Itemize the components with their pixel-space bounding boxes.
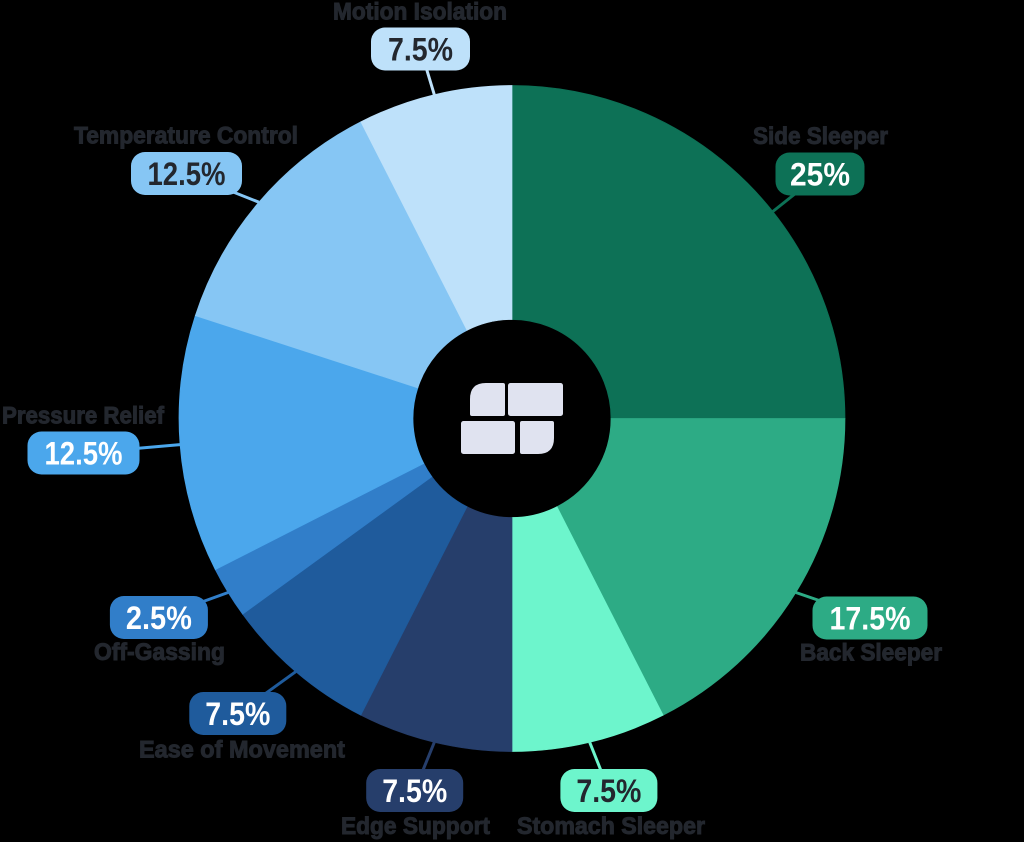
svg-text:7.5%: 7.5% — [576, 773, 641, 809]
svg-text:Pressure Relief: Pressure Relief — [2, 403, 165, 430]
svg-text:12.5%: 12.5% — [45, 436, 123, 472]
svg-text:Off-Gassing: Off-Gassing — [94, 639, 225, 666]
svg-text:Side Sleeper: Side Sleeper — [753, 123, 888, 150]
svg-text:Back Sleeper: Back Sleeper — [800, 640, 942, 667]
svg-text:Temperature Control: Temperature Control — [74, 123, 298, 150]
svg-text:2.5%: 2.5% — [126, 600, 192, 636]
svg-text:7.5%: 7.5% — [388, 32, 453, 68]
svg-text:7.5%: 7.5% — [382, 773, 447, 809]
svg-text:Motion Isolation: Motion Isolation — [333, 0, 507, 26]
svg-text:17.5%: 17.5% — [830, 601, 911, 637]
svg-text:Stomach Sleeper: Stomach Sleeper — [517, 813, 705, 840]
svg-text:12.5%: 12.5% — [148, 156, 226, 192]
svg-text:Edge Support: Edge Support — [341, 813, 490, 840]
svg-text:25%: 25% — [790, 157, 850, 193]
svg-text:Ease of Movement: Ease of Movement — [139, 737, 345, 764]
svg-text:7.5%: 7.5% — [205, 696, 270, 732]
